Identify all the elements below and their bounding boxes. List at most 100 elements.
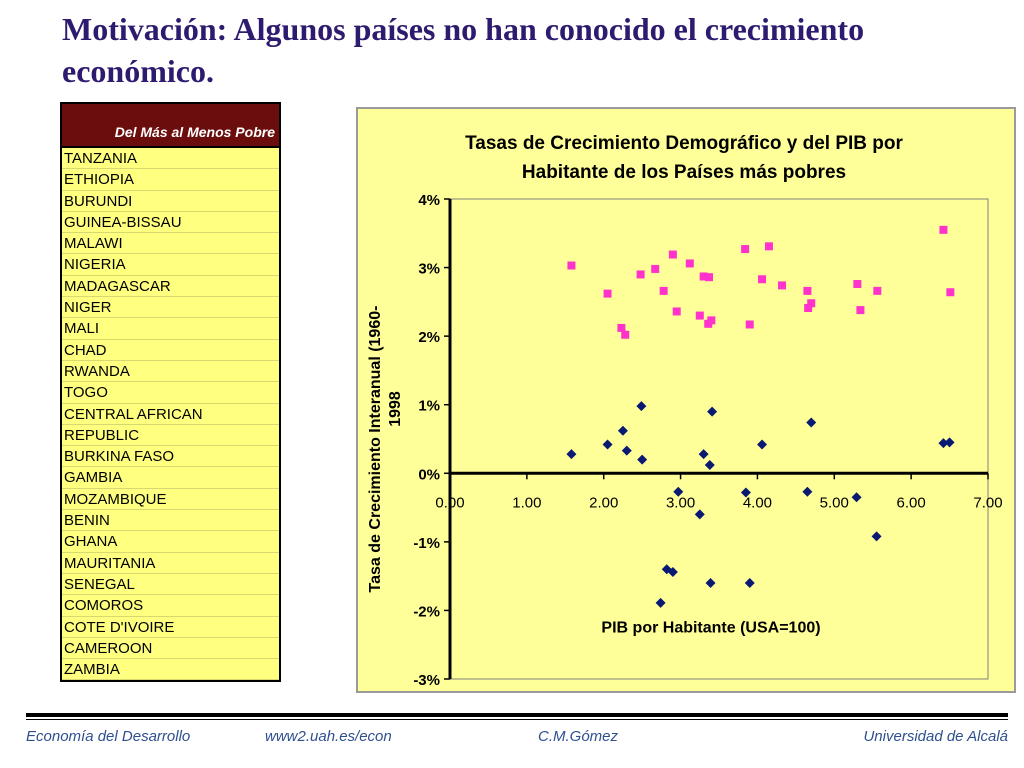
plot-area (449, 198, 989, 680)
country-row: COTE D'IVOIRE (62, 617, 279, 638)
y-tick-label: 0% (418, 466, 440, 483)
y-tick-label: 4% (418, 192, 440, 209)
data-point-square (672, 307, 681, 316)
data-point-diamond (617, 425, 628, 436)
data-point-square (764, 242, 773, 251)
country-row: TANZANIA (62, 148, 279, 170)
data-point-square (636, 270, 645, 279)
data-point-square (621, 330, 630, 339)
data-point-diamond (566, 449, 577, 460)
data-point-diamond (802, 486, 813, 497)
x-tick-label: 2.00 (589, 494, 618, 511)
y-tick-label: -1% (413, 535, 440, 552)
data-point-square (856, 306, 865, 315)
data-point-diamond (740, 487, 751, 498)
country-row: SENEGAL (62, 574, 279, 596)
y-axis-label: Tasa de Crecimiento Interanual (1960- 199… (367, 306, 404, 593)
data-point-diamond (806, 417, 817, 428)
country-row: MALAWI (62, 233, 279, 255)
data-point-square (603, 289, 612, 298)
footer-university: Universidad de Alcalá (863, 728, 1008, 745)
x-tick-label: 3.00 (666, 494, 695, 511)
chart-title-line: Habitante de los Países más pobres (522, 162, 846, 183)
scatter-chart: Tasas de Crecimiento Demográfico y del P… (356, 107, 1016, 693)
country-row: ETHIOPIA (62, 169, 279, 191)
x-tick-label: 5.00 (820, 494, 849, 511)
data-point-diamond (757, 439, 768, 450)
data-point-diamond (655, 597, 666, 608)
x-axis-label: PIB por Habitante (USA=100) (601, 620, 820, 637)
country-row: CHAD (62, 340, 279, 361)
y-axis-label-line: 1998 (387, 391, 404, 427)
data-point-diamond (637, 454, 648, 465)
footer-course: Economía del Desarrollo (26, 728, 191, 745)
y-tick-label: 1% (418, 398, 440, 415)
data-point-diamond (944, 437, 955, 448)
data-point-square (617, 323, 626, 332)
country-row: MADAGASCAR (62, 276, 279, 298)
data-point-square (778, 281, 787, 290)
country-row: CENTRAL AFRICAN (62, 404, 279, 425)
country-row: CAMEROON (62, 638, 279, 660)
data-point-square (699, 272, 708, 281)
country-row: BURUNDI (62, 191, 279, 212)
y-tick-label: -3% (413, 672, 440, 689)
data-point-diamond (744, 578, 755, 588)
data-point-square (651, 264, 660, 273)
country-row: REPUBLIC (62, 425, 279, 447)
data-point-diamond (621, 445, 632, 456)
x-tick-label: 1.00 (512, 494, 541, 511)
x-tick-label: 4.00 (743, 494, 772, 511)
y-tick-label: -2% (413, 603, 440, 620)
country-row: ZAMBIA (62, 659, 279, 681)
data-point-square (758, 275, 767, 284)
data-point-diamond (694, 509, 705, 520)
data-point-diamond (673, 486, 684, 497)
y-tick-label: 3% (418, 261, 440, 278)
x-tick-label: 6.00 (897, 494, 926, 511)
data-point-square (946, 288, 955, 297)
data-point-square (804, 304, 813, 313)
data-point-diamond (938, 438, 949, 449)
data-point-square (803, 286, 812, 295)
data-point-square (939, 225, 948, 234)
data-point-diamond (602, 439, 613, 450)
y-tick-label: 2% (418, 329, 440, 346)
country-row: MALI (62, 318, 279, 340)
country-row: GHANA (62, 531, 279, 553)
country-row: NIGER (62, 297, 279, 319)
x-tick-label: 7.00 (973, 494, 1002, 511)
data-point-square (668, 250, 677, 259)
country-row: GAMBIA (62, 467, 279, 489)
data-point-diamond (667, 567, 678, 578)
country-row: MAURITANIA (62, 553, 279, 574)
footer-author: C.M.Gómez (538, 728, 619, 745)
footer-rule (26, 713, 1008, 717)
country-row: BENIN (62, 510, 279, 532)
country-row: NIGERIA (62, 254, 279, 276)
footer-website[interactable]: www2.uah.es/econ (265, 728, 392, 745)
chart-title-line: Tasas de Crecimiento Demográfico y del P… (465, 133, 903, 154)
data-point-diamond (698, 449, 709, 460)
x-tick-label: 0.00 (435, 494, 464, 511)
country-row: MOZAMBIQUE (62, 489, 279, 511)
country-list: TANZANIA ETHIOPIA BURUNDI GUINEA-BISSAU MALA… (62, 148, 279, 681)
data-point-square (745, 320, 754, 329)
data-point-diamond (707, 406, 718, 417)
y-axis-label-line: Tasa de Crecimiento Interanual (1960- (367, 306, 384, 593)
data-point-diamond (636, 401, 647, 412)
data-point-diamond (871, 531, 882, 542)
data-point-square (685, 259, 694, 268)
footer-rule-thin (26, 719, 1008, 720)
data-point-diamond (661, 564, 672, 575)
country-table: Del Más al Menos Pobre TANZANIA ETHIOPIA B… (60, 102, 281, 682)
data-point-diamond (704, 460, 715, 471)
country-row: TOGO (62, 382, 279, 404)
slide-title: Motivación: Algunos países no han conoci… (62, 11, 865, 89)
data-point-square (807, 299, 816, 308)
country-row: GUINEA-BISSAU (62, 212, 279, 234)
data-point-square (873, 286, 882, 295)
data-point-diamond (851, 492, 862, 503)
data-point-square (705, 273, 714, 282)
table-header: Del Más al Menos Pobre (62, 104, 279, 148)
